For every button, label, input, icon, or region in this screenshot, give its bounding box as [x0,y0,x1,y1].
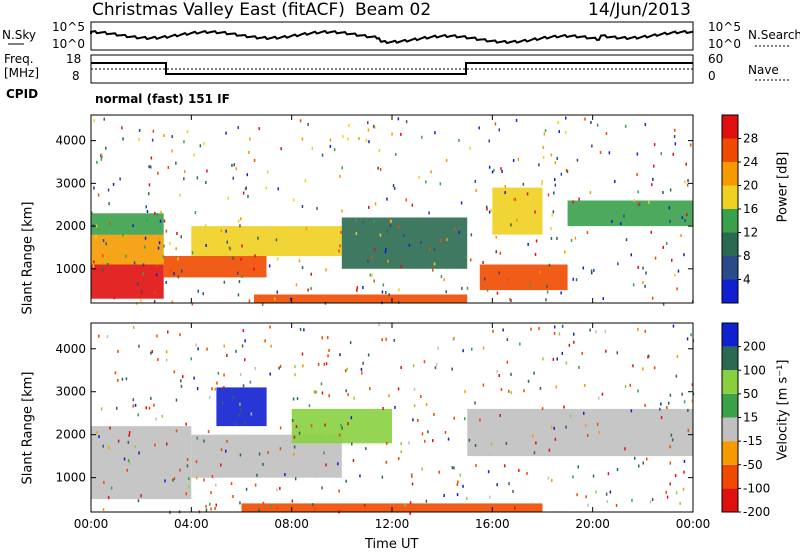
time-xtick-label-6: 00:00 [676,517,711,531]
power-ytick-label-0: 1000 [55,262,86,276]
noise-left-tick-top: 10^5 [52,20,85,34]
power-region-7 [492,187,543,235]
noise-right-tick-top: 10^5 [708,20,741,34]
noise-right-tick-bottom: 10^0 [708,37,741,51]
velocity-colorbar-label-1: 100 [743,363,766,377]
velocity-colorbar-segment-7 [722,323,738,347]
power-region-3 [163,256,267,278]
time-xtick-label-3: 12:00 [375,517,410,531]
velocity-region-4 [467,408,694,457]
velocity-colorbar-segment-0 [722,488,738,512]
velocity-colorbar-segment-6 [722,346,738,371]
velocity-region-0 [91,426,192,500]
power-colorbar-segment-5 [722,162,738,186]
power-colorbar-label-6: 28 [743,132,758,146]
power-region-6 [479,264,568,291]
power-colorbar-label-3: 16 [743,202,758,216]
power-ytick-label-3: 4000 [55,134,86,148]
freq-tick-top: 18 [66,52,82,66]
power-region-1 [91,234,164,265]
power-region-9 [254,294,468,303]
power-ytick-label-2: 3000 [55,176,86,190]
time-xtick-label-0: 00:00 [74,517,109,531]
power-colorbar-label-2: 12 [743,226,758,240]
power-region-2 [91,213,164,235]
velocity-colorbar-label-7: -200 [743,505,770,519]
nsearch-label: N.Search [748,28,800,42]
power-colorbar-segment-7 [722,115,738,139]
time-xtick-label-2: 08:00 [274,517,309,531]
noise-left-tick-bottom: 10^0 [52,37,85,51]
velocity-colorbar-label-4: -15 [743,434,763,448]
velocity-colorbar-segment-3 [722,417,738,442]
velocity-colorbar-segment-2 [722,441,738,465]
velocity-colorbar-label-2: 50 [743,387,758,401]
time-xlabel: Time UT [365,537,419,552]
velocity-colorbar-segment-5 [722,370,738,394]
power-ytick-label-1: 2000 [55,219,86,233]
freq-line [91,62,693,75]
velocity-colorbar-segment-1 [722,464,738,489]
power-colorbar-segment-6 [722,138,738,162]
nave-tick-bottom: 0 [708,69,716,83]
power-colorbar-segment-0 [722,279,738,303]
velocity-ytick-label-2: 3000 [55,385,86,399]
nave-label: Nave [748,63,779,77]
beam-label: Beam 02 [355,0,432,20]
velocity-ytick-label-1: 2000 [55,428,86,442]
time-xtick-label-4: 16:00 [475,517,510,531]
noise-panel-frame [90,21,694,51]
velocity-region-2 [216,387,267,427]
velocity-ytick-label-3: 4000 [55,342,86,356]
power-colorbar-label-1: 8 [743,249,751,263]
velocity-region-3 [291,408,392,444]
power-region-4 [191,226,342,256]
cpid-label: CPID [6,87,39,101]
power-colorbar-label-0: 4 [743,273,751,287]
power-region-8 [567,200,693,227]
power-colorbar-segment-2 [722,232,738,256]
freq-tick-bottom: 8 [72,69,80,83]
velocity-colorbar-segment-4 [722,393,738,418]
velocity-colorbar-label-0: 200 [743,340,766,354]
time-xtick-label-5: 20:00 [575,517,610,531]
power-region-5 [341,217,468,269]
nsky-label: N.Sky [2,28,37,42]
time-xtick-label-1: 04:00 [174,517,209,531]
cpid-value: normal (fast) 151 IF [95,92,230,106]
station-title: Christmas Valley East (fitACF) [92,0,345,20]
power-colorbar-label-5: 24 [743,155,758,169]
power-colorbar-segment-3 [722,209,738,233]
velocity-ytick-label-0: 1000 [55,471,86,485]
velocity-colorbar-label-6: -100 [743,481,770,495]
nave-tick-top: 60 [708,52,724,66]
noise-sky-line [90,29,694,45]
velocity-colorbar-label-3: 15 [743,411,758,425]
power-echo-speckle [91,116,694,306]
power-colorbar-segment-1 [722,256,738,280]
freq-label: Freq. [4,52,34,66]
power-colorbar-label-4: 20 [743,179,758,193]
freq-unit-label: [MHz] [4,66,40,80]
power-colorbar-segment-4 [722,185,738,209]
date-label: 14/Jun/2013 [588,0,691,20]
velocity-colorbar-label-5: -50 [743,458,763,472]
